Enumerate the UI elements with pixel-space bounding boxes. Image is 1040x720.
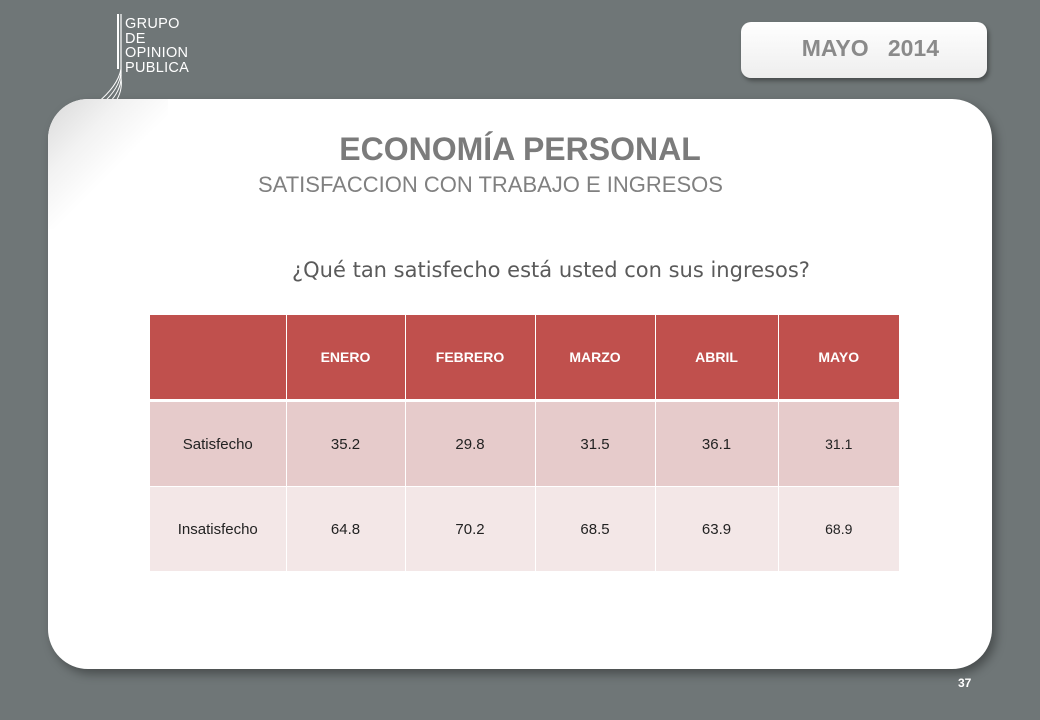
logo-lines-graphic: [95, 14, 122, 104]
header-cell-febrero: FEBRERO: [405, 315, 536, 402]
logo-text: GRUPO DE OPINION PUBLICA: [125, 17, 189, 75]
page-number: 37: [958, 676, 972, 690]
table-cell: 31.5: [535, 400, 656, 487]
table-cell: 68.9: [778, 486, 899, 572]
date-label: MAYO 2014: [801, 35, 939, 61]
header-cell-enero: ENERO: [286, 315, 406, 402]
table-cell: 29.8: [405, 400, 536, 487]
survey-question: ¿Qué tan satisfecho está usted con sus i…: [292, 258, 810, 282]
row-label: Insatisfecho: [150, 486, 287, 572]
table-row: Satisfecho 35.2 29.8 31.5 36.1 31.1: [150, 400, 899, 487]
header-cell-abril: ABRIL: [655, 315, 779, 402]
logo-line-1: GRUPO: [125, 16, 180, 32]
table-cell: 35.2: [286, 400, 406, 487]
date-tab: MAYO 2014: [741, 22, 987, 78]
logo: GRUPO DE OPINION PUBLICA: [88, 14, 228, 104]
table-cell: 31.1: [778, 400, 899, 487]
header-cell-empty: [150, 315, 287, 402]
logo-line-2: DE: [125, 30, 146, 47]
results-table: ENERO FEBRERO MARZO ABRIL MAYO Satisfech…: [150, 315, 899, 572]
row-label: Satisfecho: [150, 400, 287, 487]
logo-line-3: OPINION: [125, 45, 189, 61]
page-title: ECONOMÍA PERSONAL: [339, 131, 701, 167]
table-cell: 64.8: [286, 486, 406, 572]
header-cell-marzo: MARZO: [535, 315, 656, 402]
table-cell: 36.1: [655, 400, 779, 487]
table-cell: 70.2: [405, 486, 536, 572]
table-cell: 68.5: [535, 486, 656, 572]
logo-line-4: PUBLICA: [125, 59, 190, 76]
table-header-row: ENERO FEBRERO MARZO ABRIL MAYO: [150, 315, 899, 402]
table-cell: 63.9: [655, 486, 779, 572]
page-subtitle: SATISFACCION CON TRABAJO E INGRESOS: [258, 172, 723, 197]
table-row: Insatisfecho 64.8 70.2 68.5 63.9 68.9: [150, 486, 899, 572]
header-cell-mayo: MAYO: [778, 315, 899, 402]
